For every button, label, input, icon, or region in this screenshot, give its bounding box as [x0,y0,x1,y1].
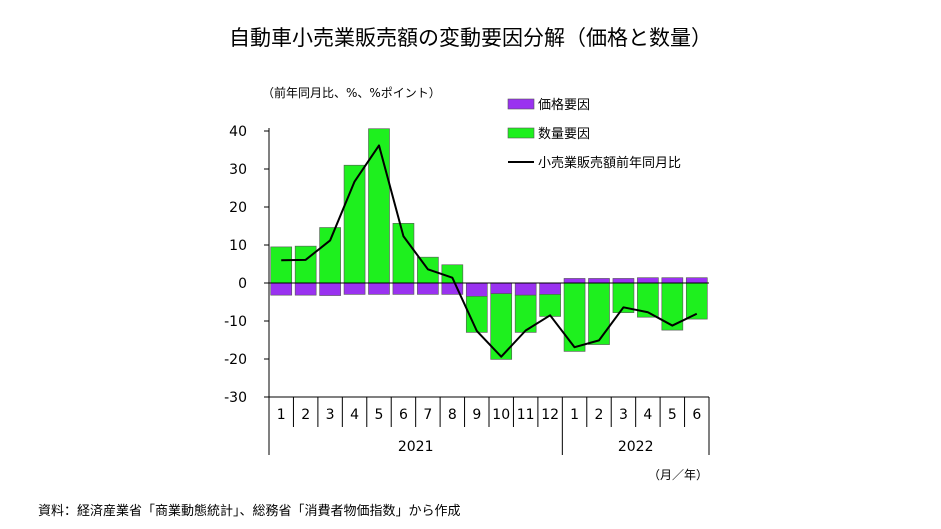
bar-quantity-18 [685,282,708,320]
x-tick-label: 5 [668,407,677,423]
x-tick-label: 12 [541,407,559,423]
x-tick-label: 1 [277,407,286,423]
y-tick-label: 10 [229,238,247,254]
bar-price-3 [319,282,341,296]
x-tick-label: 1 [570,407,579,423]
bar-price-2 [294,282,317,296]
y-axis-unit-label: （前年同月比、%、%ポイント） [262,86,441,100]
bar-quantity-12 [539,294,561,317]
y-tick-label: 20 [229,200,247,216]
x-tick-label: 2 [595,407,604,423]
legend-price-label: 価格要因 [538,97,590,113]
legend-quantity-label: 数量要因 [538,127,590,142]
bar-price-5 [368,282,390,295]
bar-quantity-6 [392,223,415,284]
x-tick-label: 2 [301,407,310,423]
source-note: 資料：経済産業省「商業動態統計」、総務省「消費者物価指数」から作成 [38,504,461,519]
bar-price-9 [465,282,488,297]
bar-price-13 [563,278,586,284]
x-tick-label: 7 [423,407,432,423]
x-axis-unit-label: （月／年） [648,468,709,482]
y-tick-label: 30 [229,162,247,178]
y-tick-label: 0 [238,276,247,292]
legend-line-label: 小売業販売額前年同月比 [538,155,681,171]
bar-quantity-5 [368,128,390,284]
bar-price-10 [490,282,513,294]
bar-quantity-3 [319,227,341,284]
line-retail-sales-yoy [281,144,698,358]
x-tick-label: 11 [517,407,535,423]
x-tick-label: 6 [399,407,408,423]
bar-price-16 [637,277,659,284]
x-tick-label: 8 [448,407,457,423]
bar-price-18 [685,277,708,284]
y-tick-label: -10 [224,314,247,330]
x-tick-label: 3 [326,407,335,423]
y-tick-label: 40 [229,124,247,140]
year-label: 2021 [398,439,434,455]
x-tick-label: 10 [492,407,510,423]
x-tick-label: 5 [375,407,384,423]
bar-quantity-11 [514,294,537,333]
bar-quantity-2 [294,245,317,284]
bar-quantity-9 [465,295,488,333]
legend-quantity-swatch [507,127,535,139]
bar-price-17 [661,277,684,284]
bar-price-4 [343,282,366,295]
bar-price-15 [612,278,635,284]
bar-price-1 [270,282,293,296]
y-tick-label: -20 [224,352,247,368]
x-tick-label: 3 [619,407,628,423]
bar-price-14 [588,278,610,284]
legend-price-swatch [507,98,535,110]
bar-price-11 [514,282,537,296]
chart-title: 自動車小売業販売額の変動要因分解（価格と数量） [229,26,712,50]
y-tick-label: -30 [224,390,247,406]
x-tick-label: 6 [692,407,701,423]
x-tick-label: 4 [643,407,652,423]
bar-quantity-10 [490,293,513,360]
bar-price-7 [417,282,439,295]
x-tick-label: 4 [350,407,359,423]
bar-price-12 [539,282,561,295]
bar-quantity-8 [441,264,464,284]
bar-quantity-13 [563,282,586,352]
bar-quantity-14 [588,282,610,345]
bar-price-6 [392,282,415,295]
year-label: 2022 [618,439,654,455]
bar-quantity-1 [270,246,293,284]
x-tick-label: 9 [472,407,481,423]
